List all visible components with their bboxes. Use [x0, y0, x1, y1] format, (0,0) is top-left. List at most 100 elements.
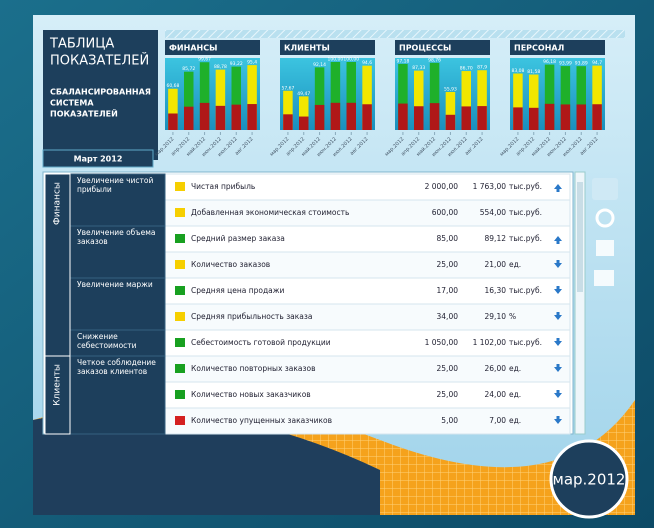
value-label: 55,93: [444, 86, 457, 92]
value-label: 96,18: [543, 59, 556, 65]
actual: 21,00: [485, 260, 507, 269]
icon[interactable]: [594, 270, 614, 286]
objective: Увеличение чистой: [77, 176, 153, 185]
chart-area: [165, 58, 260, 130]
bar: [331, 62, 341, 130]
bar-base: [299, 117, 309, 130]
bar-base: [331, 103, 341, 130]
chart-area: [395, 58, 490, 130]
bar: [299, 96, 309, 130]
bar-base: [577, 104, 587, 130]
bar-base: [545, 104, 555, 130]
value-label: 100,00: [328, 57, 344, 63]
bar: [529, 75, 539, 130]
value-label: 95,4: [247, 60, 257, 66]
bar: [315, 67, 325, 130]
subtitle: СБАЛАНСИРОВАННАЯ: [50, 88, 151, 97]
target: 1 050,00: [425, 338, 459, 347]
indicator: Количество повторных заказов: [191, 364, 316, 373]
unit: ед.: [509, 364, 521, 373]
unit: тыс.руб.: [509, 234, 542, 243]
target: 5,00: [441, 416, 458, 425]
unit: ед.: [509, 416, 521, 425]
value-label: 49,47: [297, 91, 310, 97]
bar-base: [592, 104, 602, 130]
bar: [561, 66, 571, 130]
bar-base: [247, 104, 256, 130]
status: [175, 260, 185, 269]
indicator: Себестоимость готовой продукции: [191, 338, 331, 347]
group: Финансы: [53, 182, 63, 225]
scroll-thumb[interactable]: [577, 182, 583, 292]
bar-base: [216, 106, 226, 130]
bar-base: [561, 104, 571, 130]
actual: 26,00: [485, 364, 507, 373]
actual: 24,00: [485, 390, 507, 399]
status: [175, 286, 185, 295]
objective: Увеличение маржи: [77, 280, 153, 289]
bar: [430, 63, 440, 130]
bar: [414, 71, 424, 130]
objective: заказов клиентов: [77, 367, 147, 376]
bar: [462, 71, 472, 130]
bar-base: [200, 103, 210, 130]
bar-base: [446, 115, 456, 130]
objective: Снижение: [77, 332, 118, 341]
status: [175, 208, 185, 217]
value-label: 100,00: [343, 57, 359, 63]
indicator: Средняя цена продажи: [191, 286, 285, 295]
chart-title: КЛИЕНТЫ: [284, 44, 330, 53]
chart-title: ПРОЦЕССЫ: [399, 44, 451, 53]
indicator: Количество упущенных заказчиков: [191, 416, 332, 425]
bar: [577, 66, 587, 130]
value-label: 93,89: [575, 61, 588, 67]
subtitle: ПОКАЗАТЕЛЕЙ: [50, 108, 118, 119]
objective: себестоимости: [77, 341, 137, 350]
target: 85,00: [437, 234, 459, 243]
value-label: 57,67: [281, 85, 294, 91]
bar: [362, 66, 372, 130]
bar: [545, 65, 555, 130]
target: 34,00: [437, 312, 459, 321]
actual: 1 763,00: [473, 182, 507, 191]
bar: [347, 62, 357, 130]
bar: [247, 65, 256, 130]
bar-base: [513, 107, 523, 130]
bar: [283, 91, 293, 130]
value-label: 99,67: [198, 57, 211, 63]
value-label: 87,9: [477, 65, 487, 71]
value-label: 81,58: [527, 69, 540, 75]
bar: [200, 62, 210, 130]
actual: 554,00: [480, 208, 506, 217]
chart-title: ФИНАНСЫ: [169, 44, 217, 53]
bar: [592, 66, 602, 130]
value-label: 86,70: [460, 66, 473, 72]
bar: [216, 70, 226, 130]
value-label: 94,6: [362, 60, 372, 66]
objective: прибыли: [77, 185, 112, 194]
target: 2 000,00: [425, 182, 459, 191]
chart-area: [280, 58, 375, 130]
icon[interactable]: [592, 178, 618, 200]
target: 25,00: [437, 260, 459, 269]
group: Клиенты: [53, 364, 63, 406]
bar-base: [283, 114, 293, 130]
bar: [184, 72, 194, 130]
status: [175, 390, 185, 399]
value-label: 93,99: [559, 61, 572, 67]
value-label: 97,18: [396, 58, 409, 64]
value-label: 94,7: [592, 60, 602, 66]
bar-base: [430, 103, 440, 130]
bar: [513, 74, 523, 130]
target: 600,00: [432, 208, 458, 217]
period: Март 2012: [74, 155, 123, 164]
objective: заказов: [77, 237, 108, 246]
bar: [168, 89, 178, 130]
status: [175, 312, 185, 321]
target: 25,00: [437, 364, 459, 373]
chart-title: ПЕРСОНАЛ: [514, 44, 564, 53]
unit: тыс.руб.: [509, 208, 542, 217]
bar-base: [477, 106, 487, 130]
icon[interactable]: [596, 240, 614, 256]
dashboard: ТАБЛИЦА ПОКАЗАТЕЛЕЙ СБАЛАНСИРОВАННАЯ СИС…: [0, 0, 654, 528]
